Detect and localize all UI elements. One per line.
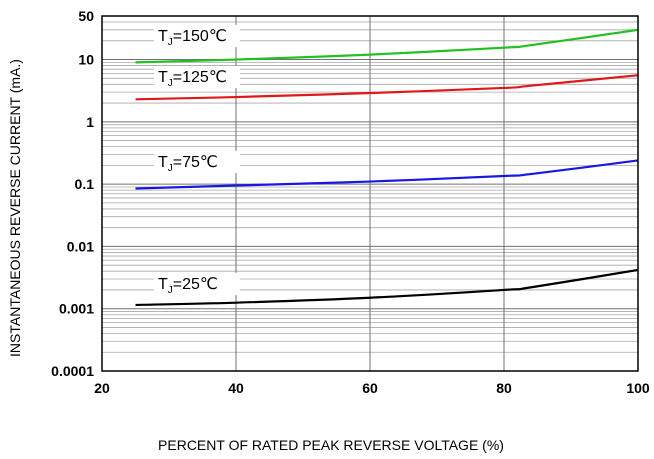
series-line-3 — [135, 268, 639, 307]
x-tick-label: 100 — [626, 380, 650, 396]
series-line-0 — [135, 28, 639, 64]
x-tick-label: 20 — [94, 380, 110, 396]
y-tick-label: 0.0001 — [51, 363, 94, 379]
series-line-1 — [135, 74, 639, 101]
series-label-bg — [154, 25, 240, 47]
y-tick-label: 0.1 — [75, 176, 95, 192]
y-tick-label: 50 — [78, 8, 94, 24]
x-tick-label: 60 — [362, 380, 378, 396]
x-axis-ticks: 20 40 60 80 100 — [94, 380, 650, 396]
y-tick-label: 10 — [78, 52, 94, 68]
series-label-1: TJ=125℃ — [158, 69, 227, 89]
series-label-bg — [154, 66, 240, 88]
series-label-bg — [154, 151, 240, 173]
y-axis-label: INSTANTANEOUS REVERSE CURRENT (mA.) — [7, 59, 23, 357]
y-tick-label: 1 — [86, 114, 94, 130]
y-tick-label: 0.001 — [59, 301, 94, 317]
x-tick-label: 40 — [228, 380, 244, 396]
series-label-0: TJ=150℃ — [158, 28, 227, 48]
series-label-3: TJ=25℃ — [158, 276, 218, 296]
y-axis-ticks: 0.0001 0.001 0.01 0.1 1 10 50 — [51, 8, 94, 379]
x-axis-label: PERCENT OF RATED PEAK REVERSE VOLTAGE (%… — [158, 437, 504, 453]
series-label-layer: TJ=150℃ TJ=125℃ TJ=75℃ TJ=25℃ — [154, 25, 240, 296]
y-tick-label: 0.01 — [67, 238, 94, 254]
x-tick-label: 80 — [496, 380, 512, 396]
series-line-2 — [135, 159, 639, 190]
series-label-2: TJ=75℃ — [158, 154, 218, 174]
plot-frame — [101, 15, 639, 372]
series-label-bg — [154, 273, 240, 295]
series-layer — [135, 28, 639, 307]
